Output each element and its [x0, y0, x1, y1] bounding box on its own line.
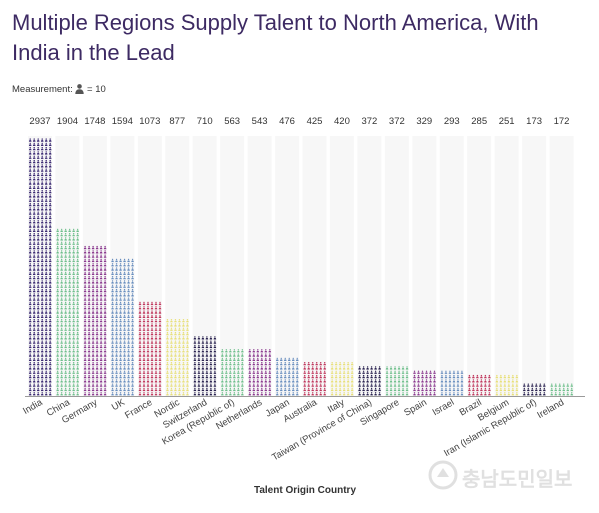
category-label: Ireland [535, 397, 566, 421]
value-label: 543 [252, 116, 268, 127]
column-background [412, 136, 437, 396]
chart-title: Multiple Regions Supply Talent to North … [12, 10, 539, 65]
value-label: 172 [554, 116, 570, 127]
publisher-watermark: 충남도민일보 [428, 458, 588, 492]
column-background [439, 136, 464, 396]
value-label: 372 [389, 116, 405, 127]
column-background [110, 136, 135, 396]
value-label: 710 [197, 116, 213, 127]
value-label: 425 [307, 116, 323, 127]
column-background [275, 136, 300, 396]
value-label: 372 [361, 116, 377, 127]
column-background [494, 136, 519, 396]
measurement-legend: Measurement: = 10 [12, 84, 106, 97]
column-background [220, 136, 245, 396]
value-label: 285 [471, 116, 487, 127]
watermark-text: 충남도민일보 [462, 467, 573, 491]
measurement-label: Measurement: [12, 84, 73, 95]
category-label: Israel [431, 397, 457, 418]
person-icon [75, 84, 85, 97]
value-label: 2937 [29, 116, 50, 127]
column-background [165, 136, 190, 396]
column-background [302, 136, 327, 396]
value-label: 1748 [84, 116, 105, 127]
category-label: India [21, 397, 45, 417]
value-label: 1904 [57, 116, 78, 127]
column-background [522, 136, 547, 396]
column-background [247, 136, 272, 396]
value-label: 329 [416, 116, 432, 127]
value-label: 1594 [112, 116, 133, 127]
value-label: 1073 [139, 116, 160, 127]
category-label: Spain [402, 397, 429, 419]
column-background [82, 136, 107, 396]
value-label: 476 [279, 116, 295, 127]
column-background [384, 136, 409, 396]
column-background [192, 136, 217, 396]
x-axis-title: Talent Origin Country [254, 485, 356, 496]
column-background [28, 136, 52, 396]
value-label: 877 [169, 116, 185, 127]
value-label: 251 [499, 116, 515, 127]
value-label: 293 [444, 116, 460, 127]
column-background [137, 136, 162, 396]
column-background [357, 136, 382, 396]
value-label: 420 [334, 116, 350, 127]
column-background [329, 136, 354, 396]
plot-area: 2937India1904China1748Germany1594UK1073F… [21, 116, 574, 463]
column-background [55, 136, 80, 396]
value-label: 563 [224, 116, 240, 127]
column-background [467, 136, 492, 396]
category-label: France [123, 397, 154, 421]
measurement-value: = 10 [87, 84, 106, 95]
value-label: 173 [526, 116, 542, 127]
column-background [549, 136, 574, 396]
